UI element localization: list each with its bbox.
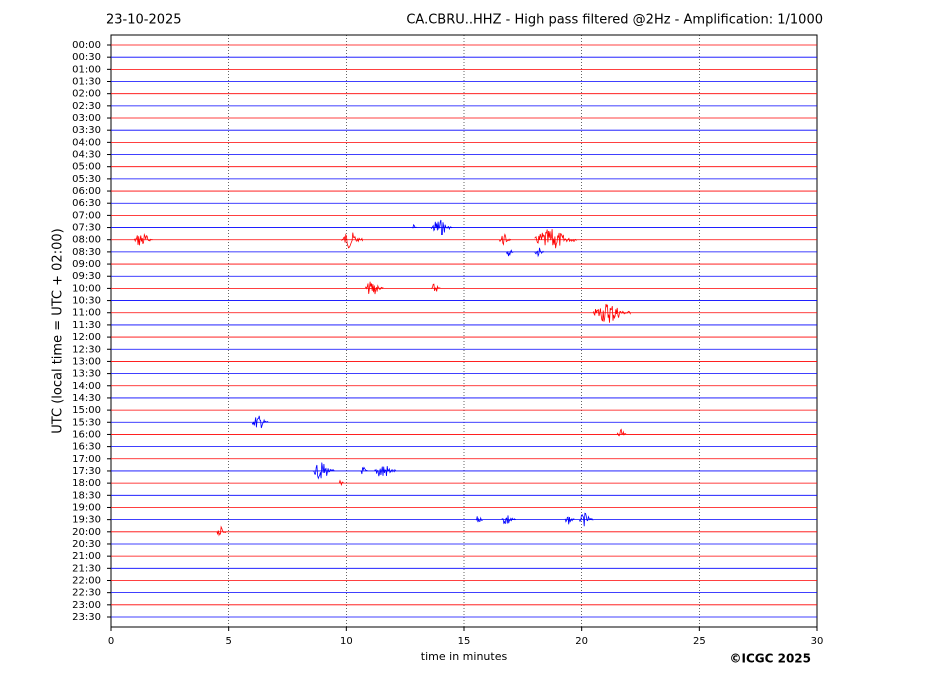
y-tick-label: 10:00: [72, 283, 101, 294]
y-tick-label: 07:00: [72, 210, 101, 221]
y-tick-label: 13:30: [72, 369, 101, 380]
y-tick-label: 04:30: [72, 150, 101, 161]
y-tick-label: 03:30: [72, 125, 101, 136]
y-tick-label: 05:00: [72, 162, 101, 173]
y-tick-label: 18:30: [72, 490, 101, 501]
x-tick-label: 25: [693, 636, 706, 647]
seismic-event: [313, 462, 335, 480]
seismic-event: [564, 516, 575, 525]
y-tick-label: 19:00: [72, 502, 101, 513]
seismic-event: [506, 249, 514, 257]
seismic-event: [475, 516, 483, 523]
y-tick-label: 07:30: [72, 223, 101, 234]
seismic-event: [338, 479, 344, 487]
seismic-event: [374, 466, 396, 477]
y-tick-label: 01:00: [72, 64, 101, 75]
seismic-event: [534, 247, 545, 258]
plot-frame: [110, 34, 818, 628]
x-tick-label: 5: [225, 636, 231, 647]
y-tick-label: 03:00: [72, 113, 101, 124]
y-tick-label: 23:30: [72, 612, 101, 623]
y-tick-label: 12:30: [72, 344, 101, 355]
seismic-event: [501, 515, 516, 525]
y-tick-label: 09:30: [72, 271, 101, 282]
y-tick-label: 20:00: [72, 527, 101, 538]
seismic-event: [134, 233, 153, 246]
y-tick-label: 22:00: [72, 575, 101, 586]
y-tick-label: 02:30: [72, 101, 101, 112]
y-tick-label: 21:30: [72, 563, 101, 574]
y-tick-label: 08:00: [72, 235, 101, 246]
x-axis-label: time in minutes: [421, 650, 508, 663]
seismic-event: [593, 303, 631, 323]
chart-title: CA.CBRU..HHZ - High pass filtered @2Hz -…: [406, 13, 823, 28]
y-tick-label: 18:00: [72, 478, 101, 489]
x-tick-label: 30: [811, 636, 824, 647]
chart-date: 23-10-2025: [106, 13, 182, 28]
y-tick-label: 06:30: [72, 198, 101, 209]
y-tick-label: 16:30: [72, 442, 101, 453]
seismic-event: [341, 232, 363, 249]
y-tick-label: 21:00: [72, 551, 101, 562]
seismic-event: [360, 466, 368, 475]
x-tick-label: 0: [108, 636, 114, 647]
y-tick-label: 17:00: [72, 454, 101, 465]
y-axis-label: UTC (local time = UTC + 02:00): [51, 228, 66, 433]
y-tick-label: 00:00: [72, 40, 101, 51]
seismic-event: [251, 415, 269, 429]
y-tick-label: 15:00: [72, 405, 101, 416]
seismic-event: [412, 223, 417, 229]
y-tick-label: 02:00: [72, 89, 101, 100]
y-tick-label: 12:00: [72, 332, 101, 343]
x-tick-label: 10: [340, 636, 353, 647]
y-tick-label: 13:00: [72, 356, 101, 367]
seismic-event: [498, 233, 511, 246]
y-tick-label: 00:30: [72, 52, 101, 63]
y-tick-label: 05:30: [72, 174, 101, 185]
y-tick-label: 14:00: [72, 381, 101, 392]
y-tick-label: 15:30: [72, 417, 101, 428]
seismic-event: [578, 512, 594, 527]
seismic-event: [616, 428, 627, 437]
y-tick-label: 09:00: [72, 259, 101, 270]
seismic-event: [364, 281, 384, 295]
y-tick-label: 20:30: [72, 539, 101, 550]
seismic-event: [430, 283, 441, 292]
y-tick-label: 23:00: [72, 600, 101, 611]
y-tick-label: 06:00: [72, 186, 101, 197]
y-tick-label: 16:00: [72, 429, 101, 440]
y-tick-label: 14:30: [72, 393, 101, 404]
y-tick-label: 22:30: [72, 588, 101, 599]
x-tick-label: 20: [575, 636, 588, 647]
x-tick-label: 15: [458, 636, 471, 647]
y-tick-label: 19:30: [72, 515, 101, 526]
seismic-event: [534, 229, 577, 249]
copyright: ©ICGC 2025: [729, 652, 811, 666]
seismic-event: [216, 525, 227, 537]
seismic-event: [430, 219, 453, 236]
y-tick-label: 11:30: [72, 320, 101, 331]
y-tick-label: 10:30: [72, 296, 101, 307]
y-tick-label: 04:00: [72, 137, 101, 148]
y-tick-label: 08:30: [72, 247, 101, 258]
y-tick-label: 01:30: [72, 77, 101, 88]
y-tick-label: 11:00: [72, 308, 101, 319]
y-tick-label: 17:30: [72, 466, 101, 477]
